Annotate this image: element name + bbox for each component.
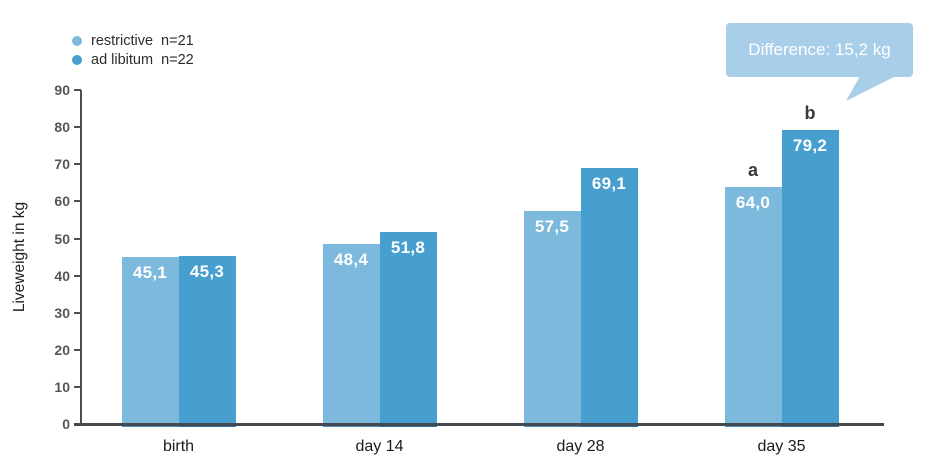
legend-item-ad-libitum: ad libitum n=22 <box>72 50 194 69</box>
bar-restrictive-birth: 45,1 <box>121 256 179 427</box>
y-tick-label: 60 <box>54 193 70 210</box>
y-tick-mark <box>74 385 81 388</box>
y-tick-mark <box>74 237 81 240</box>
legend-dot-ad-libitum-icon <box>72 54 82 65</box>
y-tick-label: 10 <box>54 378 70 395</box>
bar-value-label: 51,8 <box>390 237 426 257</box>
bar-restrictive-day-14: 48,4 <box>322 244 380 427</box>
bar-restrictive-day-28: 57,5 <box>523 210 581 427</box>
x-axis-line <box>74 423 884 426</box>
legend-item-restrictive: restrictive n=21 <box>72 31 194 50</box>
bar-value-label: 69,1 <box>591 173 627 193</box>
difference-callout-text: Difference: 15,2 kg <box>748 40 891 59</box>
legend-sample-size: n=21 <box>161 32 194 49</box>
legend-label: restrictive <box>91 32 154 49</box>
bar-value-label: 79,2 <box>792 136 828 156</box>
callout-tail-icon <box>846 76 896 101</box>
y-axis-line <box>80 90 82 425</box>
y-tick-mark <box>74 200 81 203</box>
y-tick-mark <box>74 126 81 129</box>
y-tick-label: 20 <box>54 341 70 358</box>
legend: restrictive n=21 ad libitum n=22 <box>72 31 194 69</box>
y-tick-label: 0 <box>62 416 70 432</box>
x-category-label: birth <box>162 438 195 455</box>
y-tick-mark <box>74 348 81 351</box>
bar-value-label: 48,4 <box>333 250 369 270</box>
bar-ad-libitum-day-35: 79,2 <box>781 130 839 427</box>
x-category-label: day 14 <box>355 438 404 455</box>
y-tick-label: 40 <box>54 267 70 284</box>
bar-value-label: 57,5 <box>534 216 570 236</box>
difference-callout: Difference: 15,2 kg <box>726 23 913 101</box>
legend-sample-size: n=22 <box>161 51 194 68</box>
y-tick-label: 80 <box>54 119 70 136</box>
y-tick-label: 30 <box>54 304 70 321</box>
bar-ad-libitum-day-28: 69,1 <box>580 167 638 427</box>
y-axis-title: Liveweight in kg <box>11 201 28 313</box>
y-tick-mark <box>74 163 81 166</box>
bar-ad-libitum-birth: 45,3 <box>178 255 236 427</box>
significance-letter-b: b <box>804 103 816 124</box>
y-tick-label: 70 <box>54 156 70 173</box>
y-tick-label: 50 <box>54 230 70 247</box>
bar-value-label: 45,1 <box>132 262 168 282</box>
y-tick-label: 90 <box>54 82 70 99</box>
bar-ad-libitum-day-14: 51,8 <box>379 231 437 427</box>
bar-value-label: 45,3 <box>189 261 225 281</box>
y-tick-mark <box>74 89 81 92</box>
legend-dot-restrictive-icon <box>72 35 82 46</box>
y-tick-mark <box>74 274 81 277</box>
x-category-label: day 35 <box>757 438 806 455</box>
legend-label: ad libitum <box>91 51 154 68</box>
significance-letter-a: a <box>747 159 758 180</box>
y-tick-mark <box>74 311 81 314</box>
bar-restrictive-day-35: 64,0 <box>724 186 782 427</box>
x-category-label: day 28 <box>556 438 605 455</box>
bar-value-label: 64,0 <box>735 192 771 212</box>
